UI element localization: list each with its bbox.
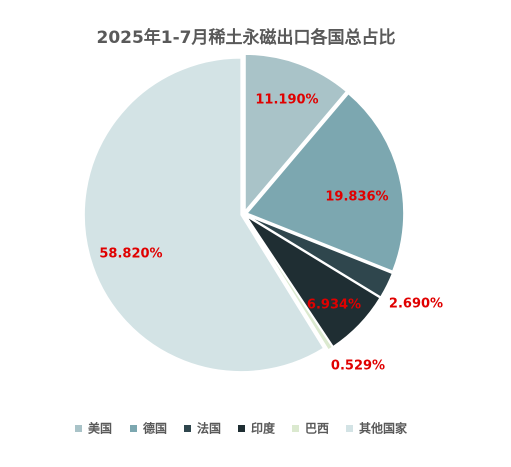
- legend-label-3: 法国: [197, 421, 221, 436]
- slice-label-1: 11.190%: [255, 93, 318, 108]
- pie-slices: [83, 53, 405, 373]
- slice-label-4: 6.934%: [307, 298, 361, 313]
- chart-legend: 美国 德国 法国 印度 巴西 其他国家: [75, 421, 408, 436]
- pie-slice-4: [245, 215, 382, 348]
- legend-swatch-5: [292, 425, 299, 432]
- chart-title: 2025年1-7月稀土永磁出口各国总占比: [96, 27, 395, 48]
- pie-slice-1: [244, 53, 348, 214]
- legend-swatch-3: [184, 425, 191, 432]
- legend-label-6: 其他国家: [359, 421, 408, 436]
- slice-labels: 11.190% 19.836% 2.690% 6.934% 0.529% 58.820%: [99, 93, 443, 374]
- pie-slice-5: [244, 216, 334, 352]
- slice-label-6: 58.820%: [99, 247, 162, 262]
- legend-label-1: 美国: [88, 421, 112, 436]
- legend-swatch-1: [75, 425, 82, 432]
- legend-swatch-6: [346, 425, 353, 432]
- slice-label-5: 0.529%: [331, 359, 385, 374]
- slice-label-2: 19.836%: [325, 190, 388, 205]
- slice-label-3: 2.690%: [389, 297, 443, 312]
- pie-slice-2: [245, 92, 405, 273]
- pie-slice-6: [83, 57, 325, 373]
- legend-swatch-2: [130, 425, 137, 432]
- pie-slice-3: [246, 214, 394, 299]
- legend-label-4: 印度: [251, 421, 276, 436]
- legend-swatch-4: [238, 425, 245, 432]
- legend-label-2: 德国: [143, 421, 167, 436]
- legend-label-5: 巴西: [305, 422, 329, 436]
